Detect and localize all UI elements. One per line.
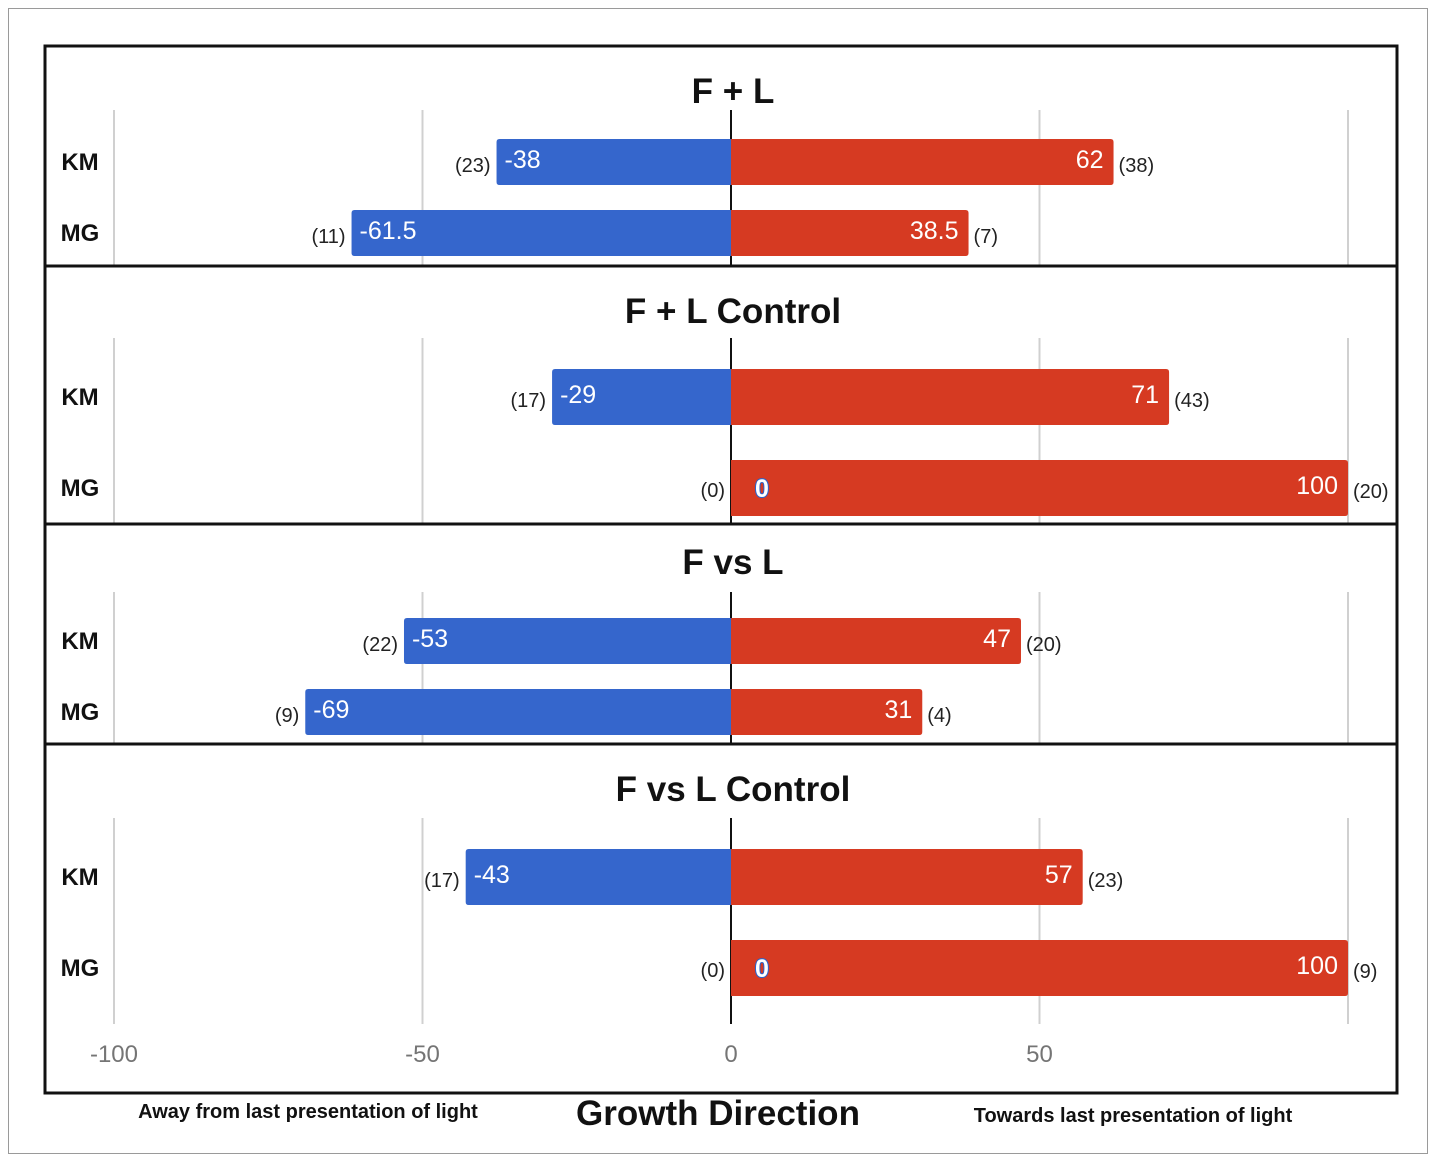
towards-value-label: 38.5 (910, 217, 959, 245)
away-direction-note: Away from last presentation of light (138, 1101, 478, 1123)
away-value-label: -61.5 (360, 217, 417, 245)
away-bar (305, 689, 731, 735)
category-label: KM (61, 149, 98, 176)
category-label: MG (61, 475, 100, 502)
away-count-label: (0) (701, 960, 725, 982)
figure-frame (8, 8, 1428, 1154)
away-count-label: (17) (424, 870, 460, 892)
towards-bar (731, 618, 1021, 664)
towards-value-label: 31 (884, 696, 912, 724)
category-label: KM (61, 864, 98, 891)
x-tick-label: -50 (405, 1041, 440, 1068)
towards-bar (731, 849, 1083, 905)
away-count-label: (9) (275, 705, 299, 727)
towards-value-label: 100 (1296, 472, 1338, 500)
away-bar (552, 369, 731, 425)
towards-count-label: (9) (1353, 961, 1377, 983)
away-bar (465, 849, 731, 905)
towards-value-label: 71 (1131, 381, 1159, 409)
border-layer (43, 44, 1399, 1095)
away-count-label: (17) (510, 390, 546, 412)
text-layer: F + L KM -38 (23) 62 (38) MG -61.5 (11) 38.5 (7) F … (61, 72, 1389, 1133)
away-bar (403, 618, 731, 664)
away-count-label: (11) (311, 226, 345, 248)
away-count-label: (0) (701, 480, 725, 502)
towards-count-label: (38) (1119, 155, 1155, 177)
category-label: MG (61, 220, 100, 247)
towards-count-label: (20) (1353, 481, 1389, 503)
towards-value-label: 100 (1296, 952, 1338, 980)
away-value-label: -38 (505, 146, 541, 174)
category-label: MG (61, 955, 100, 982)
towards-count-label: (4) (927, 705, 951, 727)
towards-bar (731, 210, 969, 256)
x-tick-label: 50 (1026, 1041, 1053, 1068)
away-bar (351, 210, 731, 256)
towards-bar (731, 139, 1114, 185)
towards-value-label: 62 (1076, 146, 1104, 174)
x-tick-label: 0 (724, 1041, 737, 1068)
category-label: KM (61, 628, 98, 655)
towards-bar (731, 940, 1348, 996)
away-value-label: -43 (474, 861, 510, 889)
towards-count-label: (20) (1026, 634, 1062, 656)
towards-count-label: (43) (1174, 390, 1210, 412)
away-bar (496, 139, 731, 185)
away-value-label: -69 (313, 696, 349, 724)
towards-count-label: (7) (974, 226, 998, 248)
towards-count-label: (23) (1088, 870, 1124, 892)
towards-bar (731, 369, 1170, 425)
away-value-label: -53 (412, 625, 448, 653)
panel-title: F vs L (682, 543, 783, 582)
bar-layer (305, 139, 1348, 996)
towards-bar (731, 460, 1348, 516)
away-value-label: -29 (560, 381, 596, 409)
away-count-label: (22) (362, 634, 398, 656)
category-label: KM (61, 384, 98, 411)
panel-title: F + L Control (625, 292, 841, 331)
panel-border (43, 742, 1399, 1095)
away-value-label: 0 (755, 475, 769, 503)
away-count-label: (23) (455, 155, 491, 177)
panel-title: F + L (692, 72, 775, 111)
x-axis-title: Growth Direction (576, 1094, 860, 1133)
panel-title: F vs L Control (616, 770, 851, 809)
towards-bar (731, 689, 923, 735)
x-tick-label: -100 (90, 1041, 138, 1068)
towards-value-label: 47 (983, 625, 1011, 653)
towards-direction-note: Towards last presentation of light (974, 1105, 1293, 1127)
category-label: MG (61, 699, 100, 726)
away-value-label: 0 (755, 955, 769, 983)
towards-value-label: 57 (1045, 861, 1073, 889)
